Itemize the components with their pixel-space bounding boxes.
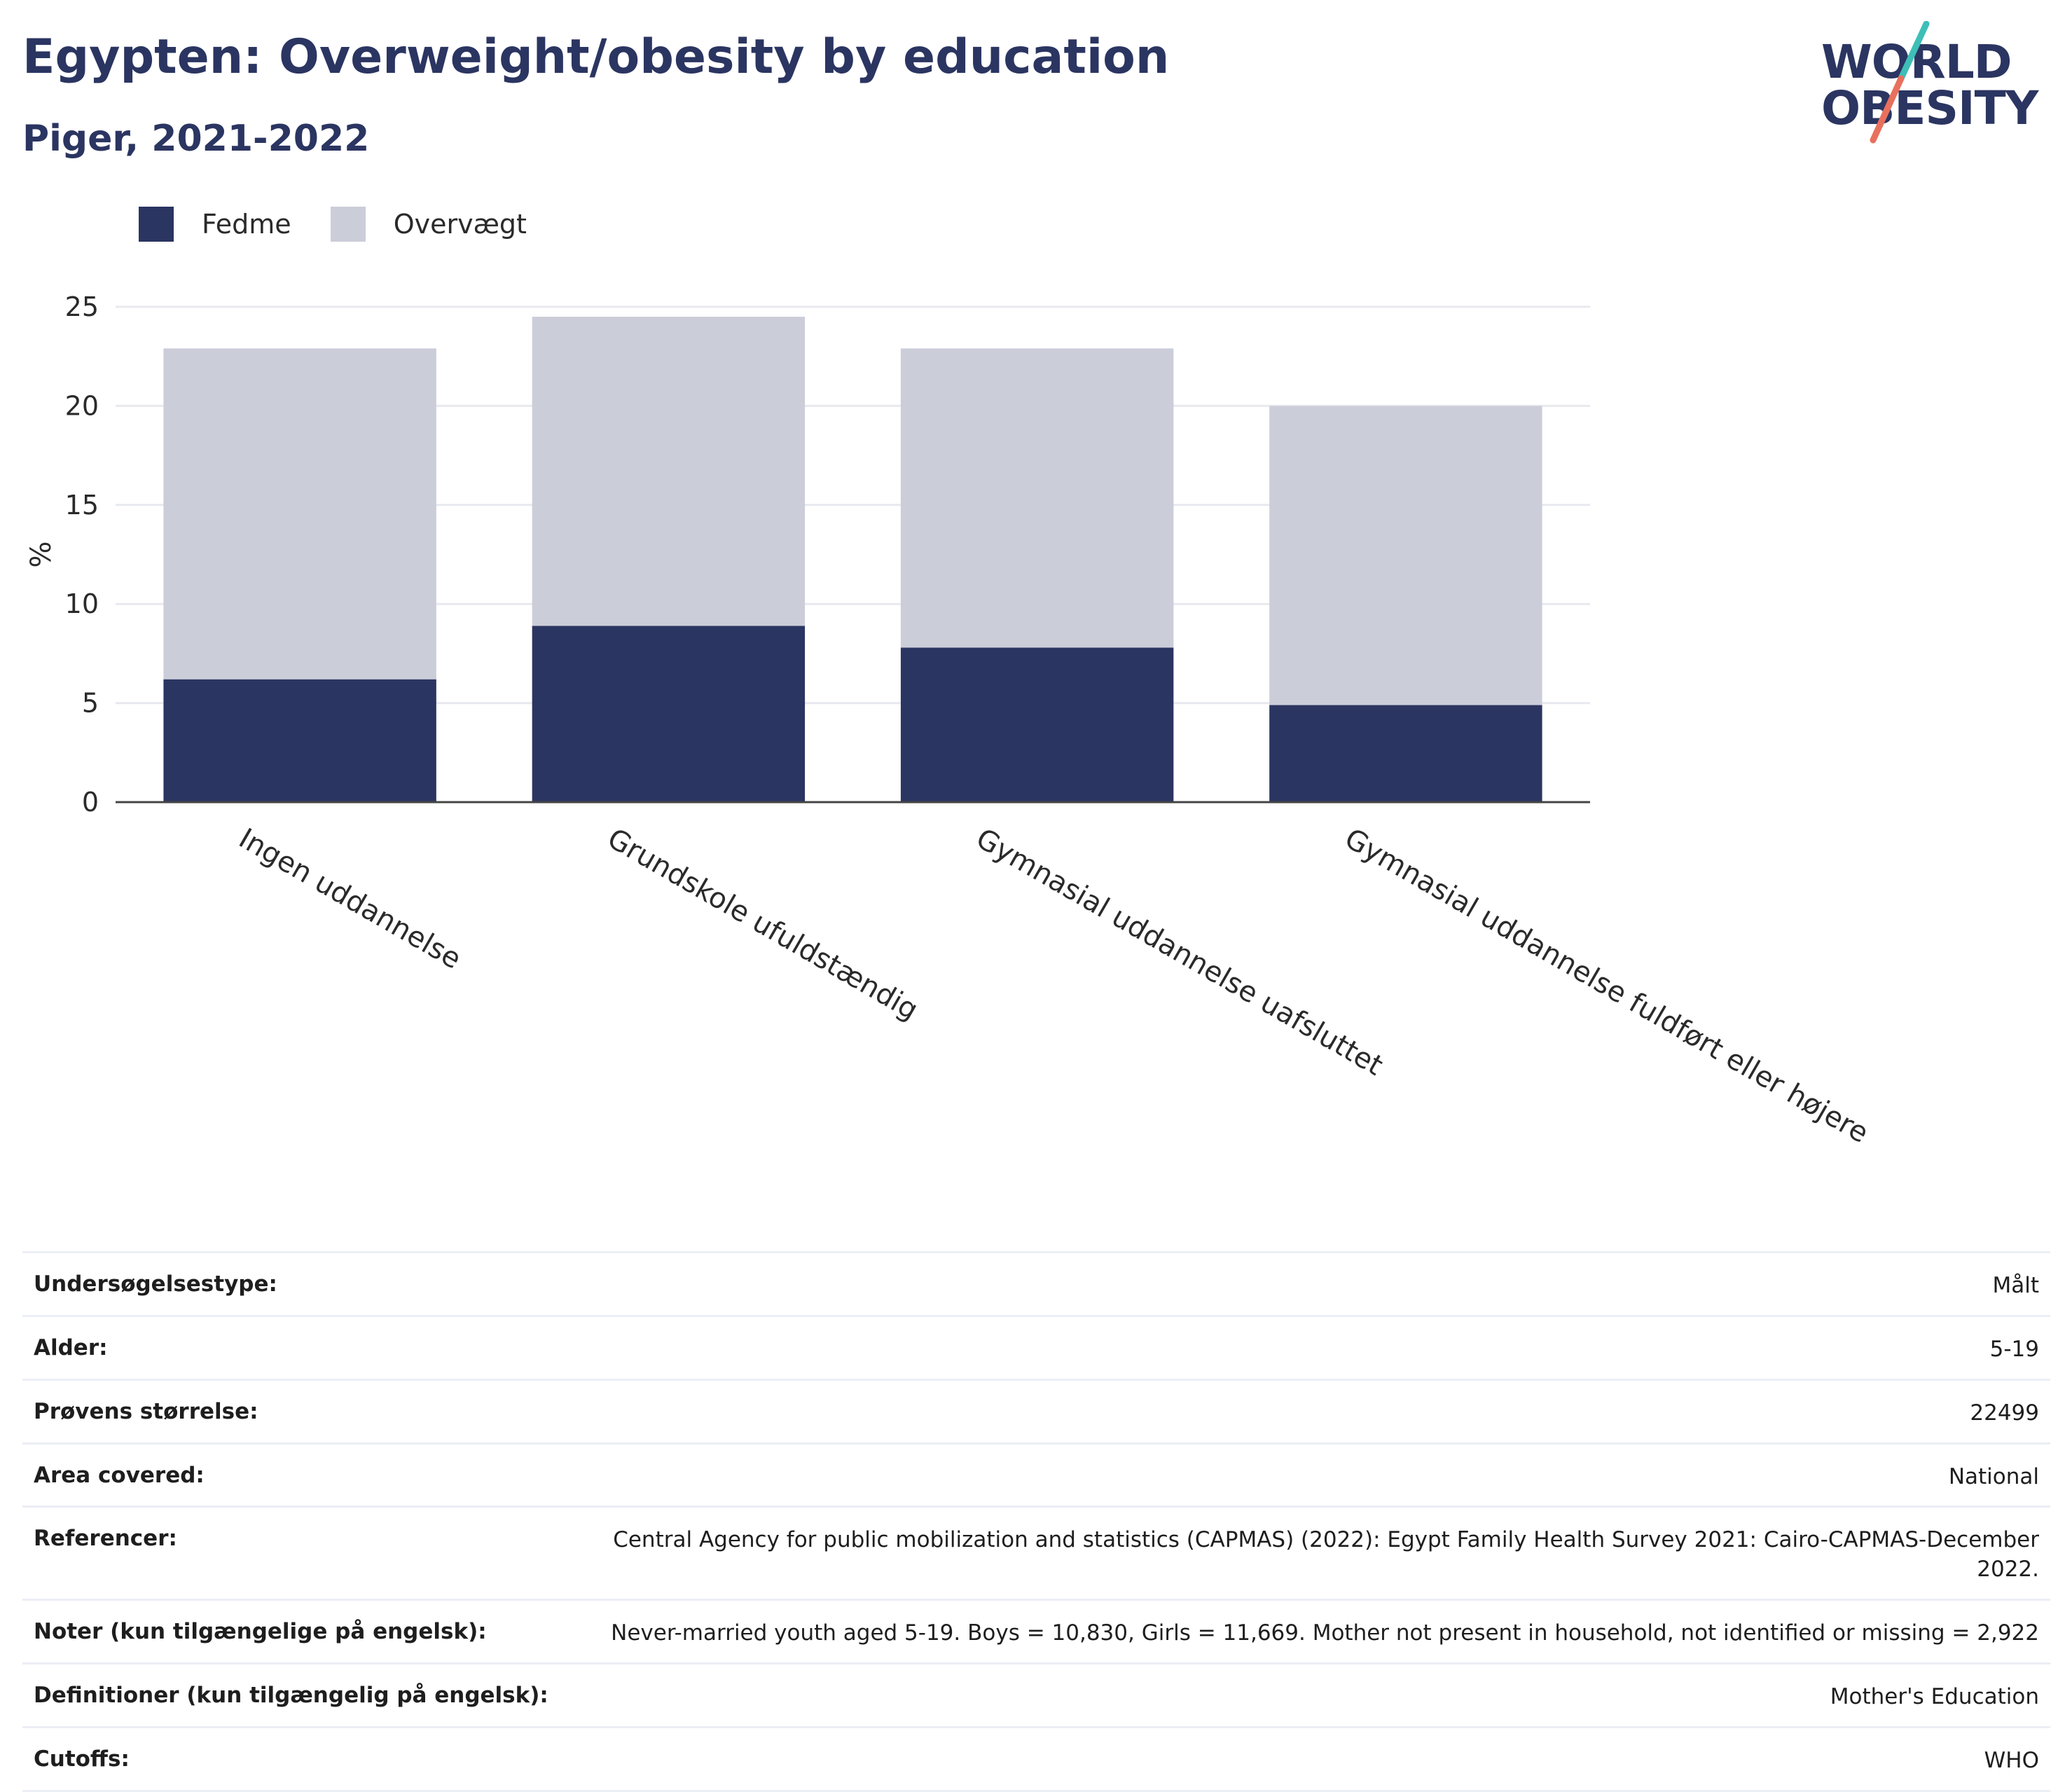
- legend-swatch-overvaegt: [330, 207, 366, 242]
- detail-row: Alder: 5-19: [22, 1314, 2050, 1379]
- detail-key: Referencer:: [34, 1526, 177, 1552]
- logo-text-line2: OBESITY: [1821, 81, 2038, 135]
- x-tick-label: Ingen uddannelse: [233, 822, 467, 976]
- detail-value: Mother's Education: [1830, 1683, 2039, 1709]
- chart-legend: Fedme Overvægt: [139, 207, 566, 242]
- bar-fedme: [532, 626, 806, 802]
- detail-row: Area covered: National: [22, 1442, 2050, 1506]
- world-obesity-logo[interactable]: WORLD OBESITY: [1821, 21, 2052, 147]
- chart-subtitle: Piger, 2021-2022: [22, 118, 370, 160]
- detail-key: Noter (kun tilgængelige på engelsk):: [34, 1619, 487, 1645]
- detail-value: 22499: [1970, 1400, 2039, 1426]
- detail-value: Central Agency for public mobilization a…: [613, 1527, 2039, 1583]
- detail-key: Alder:: [34, 1335, 108, 1360]
- bar-overvaegt: [163, 348, 436, 680]
- legend-item-overvaegt[interactable]: Overvægt: [330, 207, 527, 242]
- bar-fedme: [163, 679, 436, 802]
- legend-label-overvaegt: Overvægt: [393, 209, 527, 240]
- bar-overvaegt: [532, 317, 806, 626]
- detail-value: 5-19: [1989, 1336, 2039, 1362]
- legend-item-fedme[interactable]: Fedme: [139, 207, 291, 242]
- detail-key: Prøvens størrelse:: [34, 1398, 258, 1424]
- detail-key: Area covered:: [34, 1462, 205, 1488]
- bar-fedme: [1269, 705, 1542, 802]
- chart-title: Egypten: Overweight/obesity by education: [22, 29, 1170, 85]
- y-tick-label: 15: [65, 490, 99, 521]
- bar-fedme: [900, 647, 1174, 802]
- bar-overvaegt: [900, 348, 1174, 648]
- survey-details-table: Undersøgelsestype: Målt Alder: 5-19 Prøvens …: [22, 1251, 2050, 1792]
- x-tick-label: Gymnasial uddannelse fuldført eller høje…: [1339, 822, 1874, 1150]
- x-tick-label: Gymnasial uddannelse uafsluttet: [971, 822, 1388, 1082]
- detail-row: Referencer: Central Agency for public mob…: [22, 1505, 2050, 1599]
- x-tick-label: Grundskole ufuldstændig: [602, 822, 923, 1027]
- legend-label-fedme: Fedme: [202, 209, 291, 240]
- detail-row: Noter (kun tilgængelige på engelsk): Neve…: [22, 1599, 2050, 1662]
- bar-overvaegt: [1269, 406, 1542, 705]
- detail-key: Undersøgelsestype:: [34, 1271, 277, 1297]
- detail-value: Never-married youth aged 5-19. Boys = 10…: [611, 1620, 2039, 1646]
- y-tick-label: 0: [82, 787, 99, 818]
- detail-key: Definitioner (kun tilgængelig på engelsk…: [34, 1682, 548, 1708]
- y-tick-label: 5: [82, 688, 99, 719]
- y-tick-label: 20: [65, 390, 99, 421]
- y-tick-label: 10: [65, 588, 99, 619]
- logo-slash-icon: [1870, 21, 1930, 144]
- detail-row: Undersøgelsestype: Målt: [22, 1251, 2050, 1315]
- detail-value: WHO: [1984, 1747, 2039, 1773]
- detail-value: Målt: [1992, 1273, 2039, 1298]
- detail-key: Cutoffs:: [34, 1746, 130, 1772]
- detail-row: Definitioner (kun tilgængelig på engelsk…: [22, 1662, 2050, 1726]
- y-axis-label: %: [25, 541, 57, 567]
- legend-swatch-fedme: [139, 207, 174, 242]
- y-tick-label: 25: [65, 291, 99, 322]
- stacked-bar-chart: 0 5 10 15 20 25% Ingen uddannelse Grundskole uf…: [25, 291, 1874, 1150]
- detail-row: Prøvens størrelse: 22499: [22, 1378, 2050, 1442]
- detail-value: National: [1948, 1463, 2039, 1489]
